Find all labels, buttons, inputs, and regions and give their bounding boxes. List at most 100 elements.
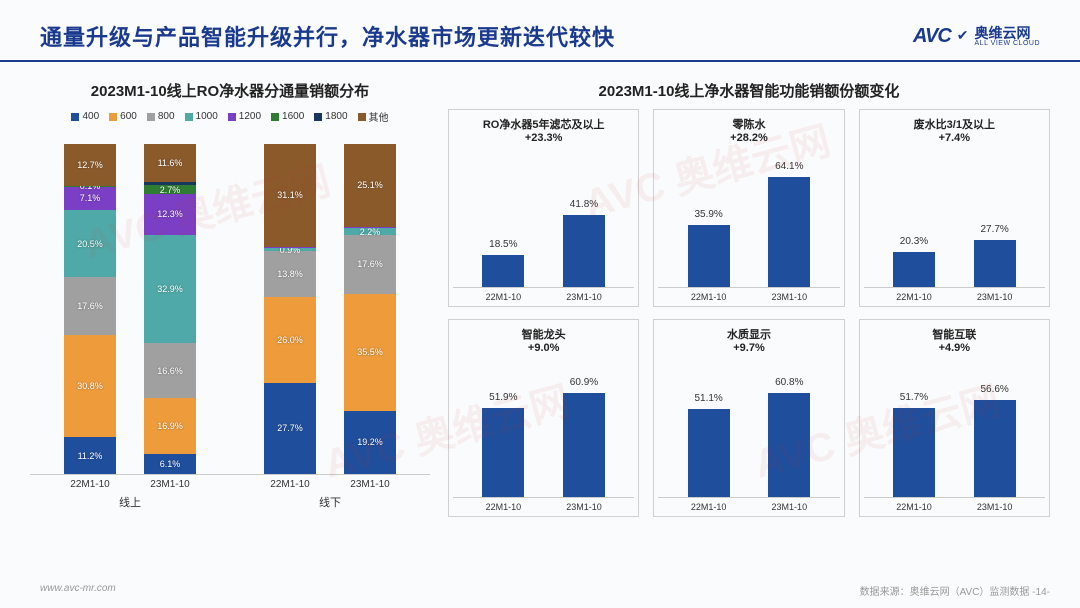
mini-bar: 51.7% [893, 408, 935, 497]
mini-xlabel: 23M1-10 [559, 502, 609, 512]
mini-bar: 60.8% [768, 393, 810, 497]
x-label: 23M1-10 [344, 479, 396, 490]
stacked-segment: 13.8% [264, 251, 316, 297]
mini-title: 水质显示 [658, 326, 839, 342]
stacked-segment: 17.6% [344, 235, 396, 293]
legend-item: 1800 [314, 109, 347, 124]
mini-plot: 18.5% 41.8% [453, 148, 634, 288]
stacked-segment: 6.1% [144, 454, 196, 474]
mini-value: 51.9% [482, 392, 524, 403]
mini-bar: 35.9% [688, 225, 730, 287]
mini-bar: 51.1% [688, 409, 730, 497]
segment-label: 26.0% [264, 335, 316, 345]
mini-title: 智能龙头 [453, 326, 634, 342]
footer-url: www.avc-mr.com [40, 583, 116, 598]
legend-item: 400 [71, 109, 99, 124]
stacked-column: 6.1%16.9%16.6%32.9%12.3%2.7%11.6% [144, 144, 196, 474]
stacked-segment: 25.1% [344, 144, 396, 227]
stacked-segment: 35.5% [344, 294, 396, 411]
segment-label: 16.9% [144, 421, 196, 431]
mini-value: 56.6% [974, 384, 1016, 395]
stacked-segment: 16.6% [144, 343, 196, 398]
mini-title: 废水比3/1及以上 [864, 116, 1045, 132]
mini-xlabel: 23M1-10 [764, 502, 814, 512]
mini-value: 20.3% [893, 236, 935, 247]
stacked-column: 11.2%30.8%17.6%20.5%7.1%0.1%12.7% [64, 144, 116, 474]
mini-title: 零陈水 [658, 116, 839, 132]
mini-chart: 智能互联+4.9%51.7%56.6%22M1-1023M1-10 [859, 319, 1050, 517]
legend-item: 其他 [358, 109, 389, 124]
mini-value: 18.5% [482, 239, 524, 250]
segment-label: 11.2% [64, 451, 116, 461]
segment-label: 17.6% [64, 301, 116, 311]
mini-value: 35.9% [688, 209, 730, 220]
mini-xlabel: 23M1-10 [764, 292, 814, 302]
mini-delta: +4.9% [864, 342, 1045, 354]
stacked-segment: 12.7% [64, 144, 116, 186]
mini-bar: 51.9% [482, 408, 524, 497]
segment-label: 31.1% [264, 190, 316, 200]
segment-label: 27.7% [264, 423, 316, 433]
segment-label: 2.2% [344, 227, 396, 237]
stacked-title: 2023M1-10线上RO净水器分通量销额分布 [30, 80, 430, 101]
mini-bar: 41.8% [563, 215, 605, 287]
segment-label: 7.1% [64, 193, 116, 203]
mini-plot: 35.9% 64.1% [658, 148, 839, 288]
stacked-segment: 26.0% [264, 297, 316, 383]
mini-plot: 51.9% 60.9% [453, 358, 634, 498]
stacked-column: 19.2% 35.5% 17.6% 2.2%25.1% [344, 144, 396, 474]
mini-bar: 60.9% [563, 393, 605, 497]
stacked-segment: 31.1% [264, 144, 316, 247]
mini-plot: 20.3% 27.7% [864, 148, 1045, 288]
stacked-segment: 30.8% [64, 335, 116, 437]
mini-title: RO净水器5年滤芯及以上 [453, 116, 634, 132]
mini-xlabel: 23M1-10 [559, 292, 609, 302]
stacked-segment: 12.3% [144, 194, 196, 235]
stacked-segment: 20.5% [64, 210, 116, 278]
legend-item: 800 [147, 109, 175, 124]
left-panel: 2023M1-10线上RO净水器分通量销额分布 4006008001000120… [30, 80, 430, 517]
mini-plot: 51.1% 60.8% [658, 358, 839, 498]
logo-cn: 奥维云网 [975, 26, 1040, 40]
mini-xlabel: 23M1-10 [970, 292, 1020, 302]
mini-chart: RO净水器5年滤芯及以上+23.3%18.5%41.8%22M1-1023M1-… [448, 109, 639, 307]
mini-xlabel: 23M1-10 [970, 502, 1020, 512]
mini-value: 27.7% [974, 224, 1016, 235]
page-title: 通量升级与产品智能升级并行，净水器市场更新迭代较快 [40, 20, 615, 52]
stacked-segment: 32.9% [144, 235, 196, 344]
mini-delta: +9.7% [658, 342, 839, 354]
stacked-segment: 27.7% [264, 383, 316, 474]
mini-chart: 智能龙头+9.0% 51.9% 60.9% 22M1-10 23M1-10 [448, 319, 639, 517]
stacked-group: 11.2%30.8%17.6%20.5%7.1%0.1%12.7%6.1%16.… [30, 130, 230, 510]
segment-label: 16.6% [144, 366, 196, 376]
mini-bar: 27.7% [974, 240, 1016, 287]
mini-xlabel: 22M1-10 [889, 292, 939, 302]
stacked-segment: 0.9% [264, 248, 316, 251]
footer: www.avc-mr.com 数据来源：奥维云网（AVC）监测数据 -14- [40, 583, 1050, 598]
x-label: 22M1-10 [264, 479, 316, 490]
segment-label: 17.6% [344, 259, 396, 269]
stacked-segment: 17.6% [64, 277, 116, 335]
mini-bar: 64.1% [768, 177, 810, 287]
segment-label: 19.2% [344, 437, 396, 447]
mini-delta: +9.0% [453, 342, 634, 354]
mini-chart: 水质显示+9.7% 51.1% 60.8% 22M1-10 23M1-10 [653, 319, 844, 517]
segment-label: 35.5% [344, 347, 396, 357]
stacked-legend: 4006008001000120016001800其他 [30, 109, 430, 124]
mini-bar: 20.3% [893, 252, 935, 287]
stacked-group: 27.7% 26.0% 13.8% 0.9% 31.1% 19.2% 35.5% 17.6% 2… [230, 130, 430, 510]
mini-title: 智能互联 [864, 326, 1045, 342]
segment-label: 20.5% [64, 239, 116, 249]
mini-value: 51.7% [893, 392, 935, 403]
segment-label: 12.3% [144, 209, 196, 219]
mini-xlabel: 22M1-10 [684, 502, 734, 512]
mini-xlabel: 22M1-10 [478, 502, 528, 512]
legend-item: 1000 [185, 109, 218, 124]
segment-label: 13.8% [264, 269, 316, 279]
mini-value: 64.1% [768, 161, 810, 172]
mini-value: 51.1% [688, 393, 730, 404]
segment-label: 12.7% [64, 160, 116, 170]
legend-item: 1200 [228, 109, 261, 124]
right-panel: 2023M1-10线上净水器智能功能销额份额变化 RO净水器5年滤芯及以上+23… [448, 80, 1050, 517]
mini-plot: 51.7% 56.6% [864, 358, 1045, 498]
